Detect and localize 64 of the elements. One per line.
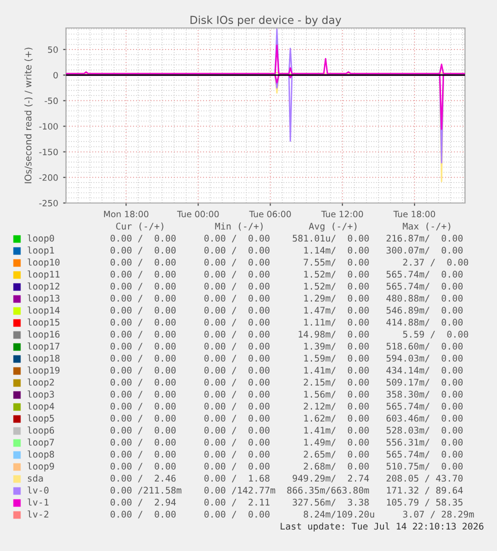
- text: 0.00 /211.58m 0.00 /142.77m 866.35m/663.80m 171.32 / 89.64: [110, 486, 463, 494]
- x-tick-label: Mon 18:00: [104, 210, 148, 218]
- legend-label: loop14: [28, 306, 60, 316]
- y-tick-label: -250: [39, 200, 58, 206]
- legend-label: loop13: [28, 294, 60, 304]
- text: 0.00 / 0.00 0.00 / 0.00 1.52m/ 0.00 565.74m/ 0.00: [110, 270, 463, 278]
- legend-label: loop16: [28, 330, 60, 340]
- text: 0.00 / 0.00 0.00 / 0.00 7.55m/ 0.00 2.37 / 0.00: [110, 258, 468, 266]
- legend-label: loop5: [28, 414, 54, 424]
- legend-label: loop19: [28, 366, 60, 376]
- x-tick-label: Tue 06:00: [249, 210, 291, 218]
- text: 0.00 / 0.00 0.00 / 0.00 1.11m/ 0.00 414.88m/ 0.00: [110, 318, 463, 326]
- y-tick-label: 0: [53, 72, 58, 78]
- text: 0.00 / 0.00 0.00 / 0.00 2.68m/ 0.00 510.75m/ 0.00: [110, 462, 463, 470]
- text: 0.00 / 0.00 0.00 / 0.00 1.59m/ 0.00 594.03m/ 0.00: [110, 354, 463, 362]
- y-tick-label: -50: [44, 98, 58, 104]
- x-tick-label: Tue 00:00: [177, 210, 219, 218]
- legend-label: sda: [28, 474, 43, 482]
- y-tick-label: -100: [39, 123, 58, 130]
- legend-label: loop4: [28, 402, 54, 412]
- text: 0.00 / 0.00 0.00 / 0.00 1.39m/ 0.00 518.60m/ 0.00: [110, 342, 463, 350]
- legend-label: loop17: [28, 342, 60, 352]
- legend-label: lv-1: [28, 498, 48, 506]
- legend-label: loop12: [28, 282, 60, 292]
- chart-title: Disk IOs per device - by day: [190, 16, 342, 26]
- legend-label: lv-0: [28, 486, 48, 494]
- text: 0.00 / 0.00 0.00 / 0.00 1.52m/ 0.00 565.74m/ 0.00: [110, 282, 463, 290]
- y-tick-label: -150: [39, 148, 58, 156]
- legend-label: loop2: [28, 378, 54, 388]
- text: 0.00 / 0.00 0.00 / 0.00 1.56m/ 0.00 358.30m/ 0.00: [110, 390, 463, 398]
- legend-label: loop18: [28, 354, 60, 364]
- text: 0.00 / 0.00 0.00 / 0.00 2.65m/ 0.00 565.74m/ 0.00: [110, 450, 463, 458]
- legend-label: loop10: [28, 258, 60, 268]
- y-tick-label: -200: [39, 174, 58, 181]
- text: 0.00 / 0.00 0.00 / 0.00 2.12m/ 0.00 565.74m/ 0.00: [110, 402, 463, 410]
- x-tick-label: Tue 12:00: [321, 210, 363, 218]
- legend-label: lv-2: [28, 510, 48, 518]
- text: 0.00 / 0.00 0.00 / 0.00 1.41m/ 0.00 434.14m/ 0.00: [110, 366, 463, 374]
- legend-label: loop7: [28, 438, 54, 448]
- text: 0.00 / 0.00 0.00 / 0.00 2.15m/ 0.00 509.17m/ 0.00: [110, 378, 463, 386]
- text: 0.00 / 0.00 0.00 / 0.00 1.41m/ 0.00 528.03m/ 0.00: [110, 426, 463, 434]
- legend-label: loop6: [28, 426, 54, 436]
- y-axis-title: IOs/second read (-) / write (+): [24, 48, 33, 184]
- legend-label: loop9: [28, 462, 54, 472]
- text: 0.00 / 0.00 0.00 / 0.00 1.47m/ 0.00 546.89m/ 0.00: [110, 306, 463, 314]
- legend-label: loop1: [28, 246, 54, 256]
- legend-label: loop8: [28, 450, 54, 460]
- text: 0.00 / 2.94 0.00 / 2.11 327.56m/ 3.38 105.79 / 58.35: [110, 498, 462, 506]
- text: Last update: Tue Jul 14 22:10:13 2026: [280, 522, 484, 532]
- text: 0.00 / 0.00 0.00 / 0.00 1.29m/ 0.00 480.88m/ 0.00: [110, 294, 463, 302]
- text: 0.00 / 0.00 0.00 / 0.00 1.14m/ 0.00 300.07m/ 0.00: [110, 246, 463, 254]
- text: 0.00 / 0.00 0.00 / 0.00 1.49m/ 0.00 556.31m/ 0.00: [110, 438, 463, 446]
- text: Cur (-/+) Min (-/+) Avg (-/+) Max (-/+): [116, 222, 450, 232]
- text: 0.00 / 0.00 0.00 / 0.00 8.24m/109.20u 3.07 / 28.29m: [110, 510, 474, 518]
- legend-label: loop0: [28, 234, 54, 244]
- legend-label: loop15: [28, 318, 60, 328]
- x-tick-label: Tue 18:00: [393, 210, 436, 218]
- y-tick-label: 50: [48, 46, 58, 53]
- text: 0.00 / 0.00 0.00 / 0.00 14.98m/ 0.00 5.59 / 0.00: [110, 330, 468, 338]
- legend-label: loop11: [28, 270, 60, 280]
- text: 0.00 / 2.46 0.00 / 1.68 949.29m/ 2.74 208.05 / 43.70: [110, 474, 463, 482]
- text: 0.00 / 0.00 0.00 / 0.00 581.01u/ 0.00 216.87m/ 0.00: [110, 234, 463, 242]
- legend-label: loop3: [28, 390, 54, 400]
- text: 0.00 / 0.00 0.00 / 0.00 1.62m/ 0.00 603.46m/ 0.00: [110, 414, 463, 422]
